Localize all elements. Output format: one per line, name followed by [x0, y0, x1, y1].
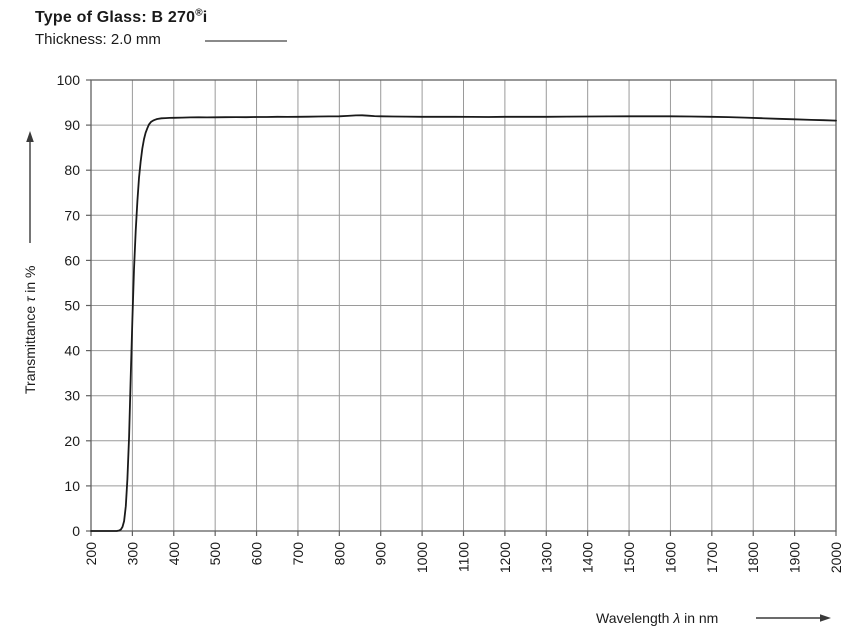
x-tick-label-700: 700 — [290, 542, 306, 566]
chart-title: Type of Glass: B 270®i — [35, 8, 287, 28]
x-tick-label-1800: 1800 — [745, 542, 761, 573]
y-axis-label-prefix: Transmittance — [22, 302, 38, 394]
y-tick-label-10: 10 — [64, 478, 80, 494]
x-tick-label-1000: 1000 — [414, 542, 430, 573]
chart-title-suffix: i — [202, 9, 208, 26]
y-axis-label: Transmittance τ in % — [22, 266, 38, 394]
y-tick-label-60: 60 — [64, 252, 80, 268]
thickness-row: Thickness: 2.0 mm — [35, 30, 287, 49]
x-tick-label-1600: 1600 — [662, 542, 678, 573]
y-axis-label-symbol: τ — [22, 296, 38, 302]
y-axis-label-suffix: in % — [22, 266, 38, 297]
chart-title-prefix: Type of Glass: B 270 — [35, 9, 196, 26]
x-tick-label-500: 500 — [207, 542, 223, 566]
transmittance-curve — [90, 114, 837, 532]
x-tick-label-600: 600 — [249, 542, 265, 566]
x-axis-label-suffix: in nm — [680, 610, 718, 626]
x-tick-label-900: 900 — [373, 542, 389, 566]
x-tick-label-1200: 1200 — [497, 542, 513, 573]
x-axis-arrow-icon — [756, 614, 831, 622]
x-tick-label-800: 800 — [331, 542, 347, 566]
x-tick-label-1100: 1100 — [456, 542, 472, 572]
y-tick-label-20: 20 — [64, 433, 80, 449]
x-tick-label-300: 300 — [124, 542, 140, 566]
y-tick-label-50: 50 — [64, 298, 80, 314]
x-tick-label-2000: 2000 — [828, 542, 844, 573]
x-axis-label: Wavelength λ in nm — [596, 610, 718, 626]
y-tick-label-40: 40 — [64, 343, 80, 359]
x-tick-label-1700: 1700 — [704, 542, 720, 573]
x-tick-label-400: 400 — [166, 542, 182, 566]
x-tick-label-1500: 1500 — [621, 542, 637, 573]
x-tick-label-1900: 1900 — [787, 542, 803, 573]
thickness-label: Thickness: 2.0 mm — [35, 31, 161, 48]
x-axis-label-prefix: Wavelength — [596, 610, 673, 626]
x-axis-label-symbol: λ — [672, 610, 680, 626]
y-tick-label-30: 30 — [64, 388, 80, 404]
y-tick-label-100: 100 — [57, 72, 81, 88]
y-tick-label-80: 80 — [64, 162, 80, 178]
y-tick-label-90: 90 — [64, 117, 80, 133]
x-tick-label-1400: 1400 — [580, 542, 596, 573]
registered-trademark-mark: ® — [195, 7, 203, 19]
y-axis-arrow-icon — [26, 131, 34, 243]
legend-line-sample — [204, 40, 287, 42]
x-tick-label-1300: 1300 — [538, 542, 554, 573]
figure-header: Type of Glass: B 270®i Thickness: 2.0 mm — [35, 8, 287, 49]
y-tick-label-0: 0 — [72, 523, 80, 539]
x-tick-label-200: 200 — [83, 542, 99, 566]
y-tick-label-70: 70 — [64, 207, 80, 223]
